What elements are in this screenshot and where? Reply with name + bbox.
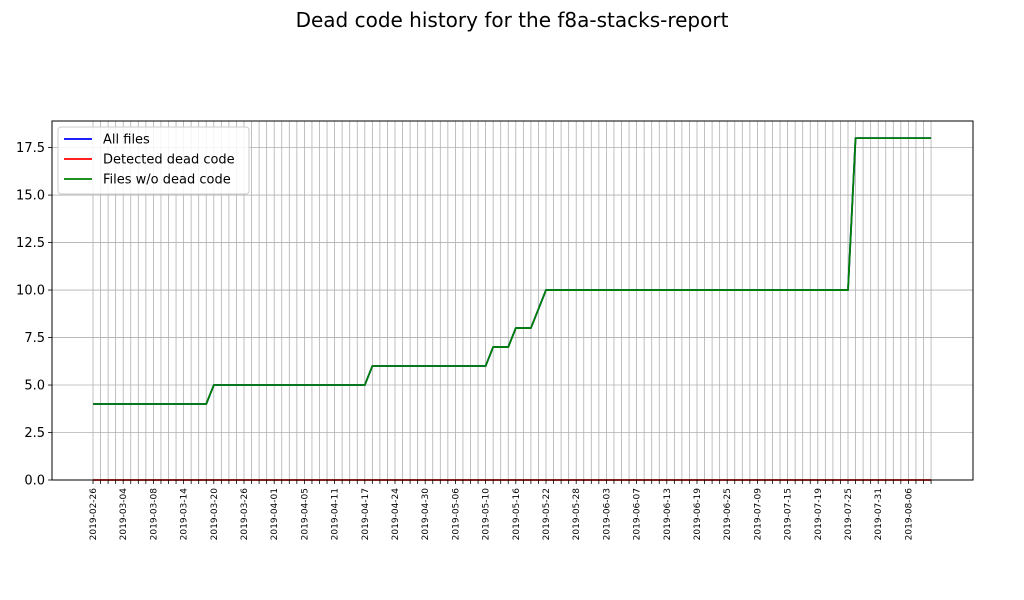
x-tick-label: 2019-06-19	[693, 488, 703, 541]
y-tick-label: 15.0	[16, 189, 45, 204]
x-tick-label: 2019-05-06	[451, 488, 461, 541]
x-tick-label: 2019-03-20	[210, 488, 220, 541]
x-tick-label: 2019-07-31	[874, 488, 884, 540]
x-tick-label: 2019-04-24	[391, 488, 401, 541]
legend-entry: All files	[103, 133, 150, 148]
x-tick-label: 2019-07-15	[784, 488, 794, 540]
legend-entry: Detected dead code	[103, 153, 235, 168]
x-tick-label: 2019-03-14	[180, 488, 190, 541]
y-tick-label: 2.5	[24, 426, 45, 441]
x-tick-label: 2019-04-01	[270, 488, 280, 540]
x-tick-label: 2019-03-26	[240, 488, 250, 541]
x-tick-label: 2019-06-13	[663, 488, 673, 540]
x-tick-label: 2019-02-26	[89, 488, 99, 541]
x-tick-label: 2019-04-17	[361, 488, 371, 540]
grid-lines	[52, 121, 973, 481]
x-tick-label: 2019-06-03	[602, 488, 612, 540]
x-tick-label: 2019-04-30	[421, 488, 431, 541]
y-tick-label: 10.0	[16, 284, 45, 299]
y-tick-label: 5.0	[24, 379, 45, 394]
x-tick-label: 2019-04-05	[300, 488, 310, 540]
series-line-3	[93, 137, 932, 405]
y-tick-label: 12.5	[16, 236, 45, 251]
x-tick-label: 2019-05-22	[542, 488, 552, 540]
legend: All files Detected dead code Files w/o dea…	[57, 126, 250, 195]
x-tick-label: 2019-05-28	[572, 488, 582, 541]
x-axis: 2019-02-26 2019-03-04 2019-03-08 2019-03-14…	[89, 480, 932, 541]
legend-box	[57, 126, 250, 195]
legend-entry: Files w/o dead code	[103, 173, 231, 188]
y-tick-label: 7.5	[24, 331, 45, 346]
x-tick-label: 2019-05-10	[482, 488, 492, 541]
x-tick-label: 2019-06-07	[633, 488, 643, 540]
x-tick-label: 2019-03-08	[149, 488, 159, 541]
x-tick-label: 2019-05-16	[512, 488, 522, 541]
y-axis: 0.0 2.5 5.0 7.5 10.0 12.5 15.0 17.5	[16, 141, 52, 489]
x-tick-label: 2019-04-11	[331, 488, 341, 540]
y-tick-label: 0.0	[24, 474, 45, 489]
x-tick-label: 2019-07-19	[814, 488, 824, 541]
y-tick-label: 17.5	[16, 141, 45, 156]
chart-title: Dead code history for the f8a-stacks-rep…	[295, 8, 729, 32]
x-tick-label: 2019-07-09	[753, 488, 763, 541]
x-tick-label: 2019-03-04	[119, 488, 129, 541]
x-tick-label: 2019-07-25	[844, 488, 854, 540]
plot-frame	[51, 120, 974, 481]
x-tick-label: 2019-06-25	[723, 488, 733, 540]
x-tick-label: 2019-08-06	[904, 488, 914, 541]
